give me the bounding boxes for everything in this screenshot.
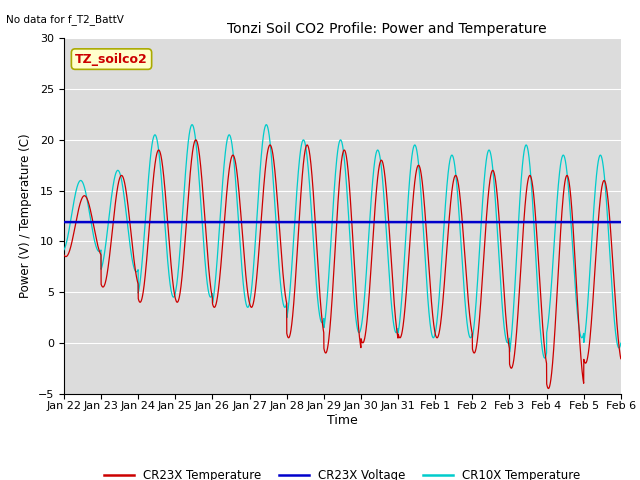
Text: TZ_soilco2: TZ_soilco2 — [75, 53, 148, 66]
Title: Tonzi Soil CO2 Profile: Power and Temperature: Tonzi Soil CO2 Profile: Power and Temper… — [227, 22, 547, 36]
Legend: CR23X Temperature, CR23X Voltage, CR10X Temperature: CR23X Temperature, CR23X Voltage, CR10X … — [100, 465, 585, 480]
Y-axis label: Power (V) / Temperature (C): Power (V) / Temperature (C) — [19, 134, 33, 298]
Text: No data for f_T2_BattV: No data for f_T2_BattV — [6, 14, 124, 25]
X-axis label: Time: Time — [327, 414, 358, 427]
